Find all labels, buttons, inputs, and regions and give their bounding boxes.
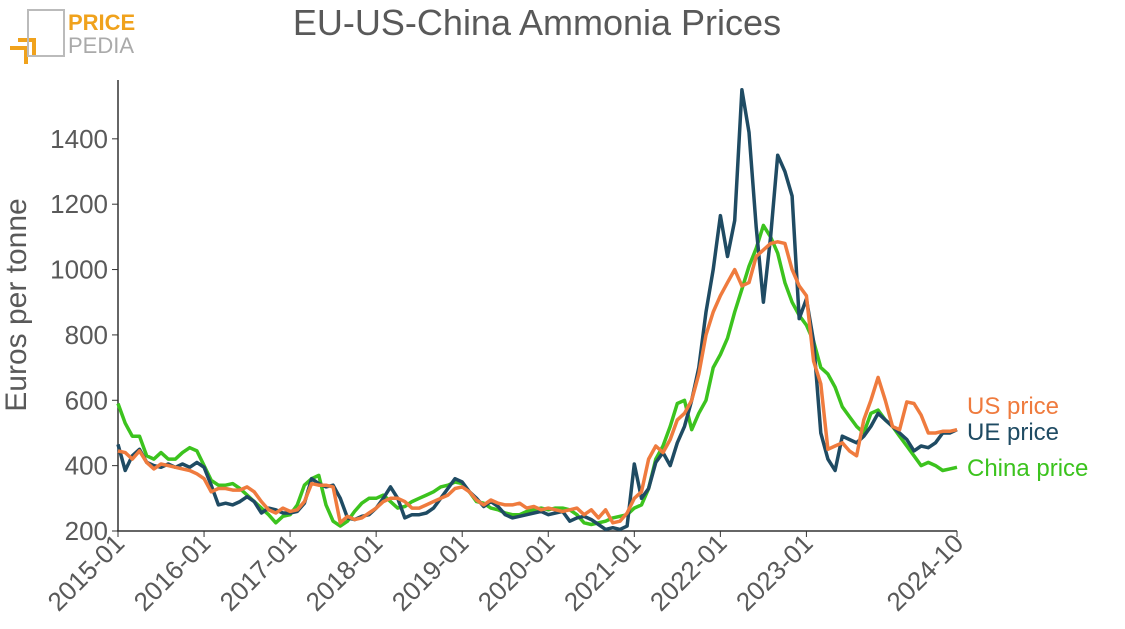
y-tick-label: 600 <box>65 385 108 415</box>
logo-bottom: PEDIA <box>68 33 134 58</box>
x-tick-label: 2022-01 <box>644 528 733 617</box>
logo-mark <box>10 38 36 64</box>
y-tick-label: 1000 <box>50 255 108 285</box>
y-tick-label: 400 <box>65 451 108 481</box>
x-tick-label: 2019-01 <box>386 528 475 617</box>
line <box>117 240 958 525</box>
line <box>116 223 958 528</box>
x-tick-label: 2023-01 <box>730 528 819 617</box>
x-tick-label: 2018-01 <box>300 528 389 617</box>
y-tick-label: 200 <box>65 516 108 546</box>
chart-title: EU-US-China Ammonia Prices <box>293 2 781 43</box>
y-tick-label: 1200 <box>50 189 108 219</box>
x-tick-label: 2017-01 <box>214 528 303 617</box>
line <box>116 88 958 532</box>
y-tick-label: 1400 <box>50 124 108 154</box>
logo-frame <box>27 9 65 57</box>
x-tick-label: 2021-01 <box>558 528 647 617</box>
x-tick-label: 2016-01 <box>128 528 217 617</box>
y-tick-label: 800 <box>65 320 108 350</box>
x-tick-label: 2024-10 <box>881 528 970 617</box>
legend-label: China price <box>967 455 1088 482</box>
y-axis-label: Euros per tonne <box>0 198 33 411</box>
logo: PRICE PEDIA <box>10 9 135 64</box>
legend-label: UE price <box>967 419 1059 446</box>
logo-top: PRICE <box>68 10 135 35</box>
legend-label: US price <box>967 393 1059 420</box>
x-tick-label: 2020-01 <box>472 528 561 617</box>
